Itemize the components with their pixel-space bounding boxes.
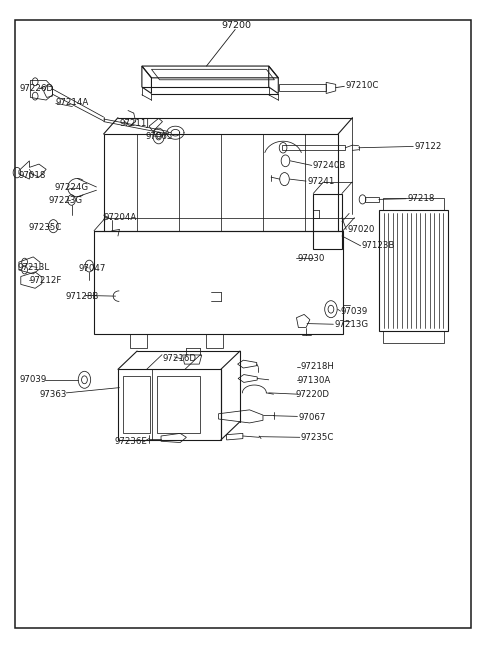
Text: 97200: 97200 (221, 21, 251, 30)
Bar (157, 376, 200, 434)
Text: 97204A: 97204A (104, 213, 137, 222)
Text: 97065: 97065 (145, 132, 173, 141)
Text: 97218H: 97218H (301, 362, 335, 371)
Text: 97363: 97363 (40, 390, 67, 399)
Text: 97235C: 97235C (28, 223, 62, 232)
Text: 97241: 97241 (307, 177, 335, 185)
Text: 97018: 97018 (19, 172, 46, 180)
Text: 97039: 97039 (20, 375, 47, 384)
Bar (94, 231, 343, 334)
Text: 97128B: 97128B (66, 292, 99, 301)
Text: 97210C: 97210C (345, 81, 379, 90)
Bar (379, 210, 448, 331)
Text: 97039: 97039 (340, 307, 368, 316)
Text: 97211J: 97211J (120, 119, 149, 128)
Text: 97123B: 97123B (361, 241, 395, 250)
Bar (383, 331, 444, 343)
Text: 97213G: 97213G (334, 320, 369, 329)
Text: 97214A: 97214A (56, 98, 89, 107)
Bar (123, 376, 151, 434)
Text: 97067: 97067 (299, 413, 326, 422)
Text: 97130A: 97130A (298, 376, 331, 385)
Text: 97212F: 97212F (29, 276, 62, 285)
Bar (118, 369, 221, 440)
Text: 97224G: 97224G (54, 183, 88, 192)
Text: 97236E: 97236E (115, 438, 147, 446)
Text: 97235C: 97235C (301, 433, 334, 442)
Text: 97030: 97030 (298, 253, 325, 263)
Text: 97223G: 97223G (48, 196, 83, 205)
Text: 97047: 97047 (79, 263, 106, 272)
Text: 97020: 97020 (347, 225, 374, 234)
Bar (104, 134, 338, 231)
Text: 97213L: 97213L (18, 263, 50, 272)
Text: 97218: 97218 (407, 195, 434, 203)
Text: 97240B: 97240B (313, 161, 346, 170)
Text: 97220D: 97220D (296, 390, 330, 400)
Bar (383, 198, 444, 210)
Text: 97122: 97122 (414, 142, 442, 151)
Text: 97216D: 97216D (162, 354, 196, 363)
Text: 97226D: 97226D (20, 84, 54, 93)
